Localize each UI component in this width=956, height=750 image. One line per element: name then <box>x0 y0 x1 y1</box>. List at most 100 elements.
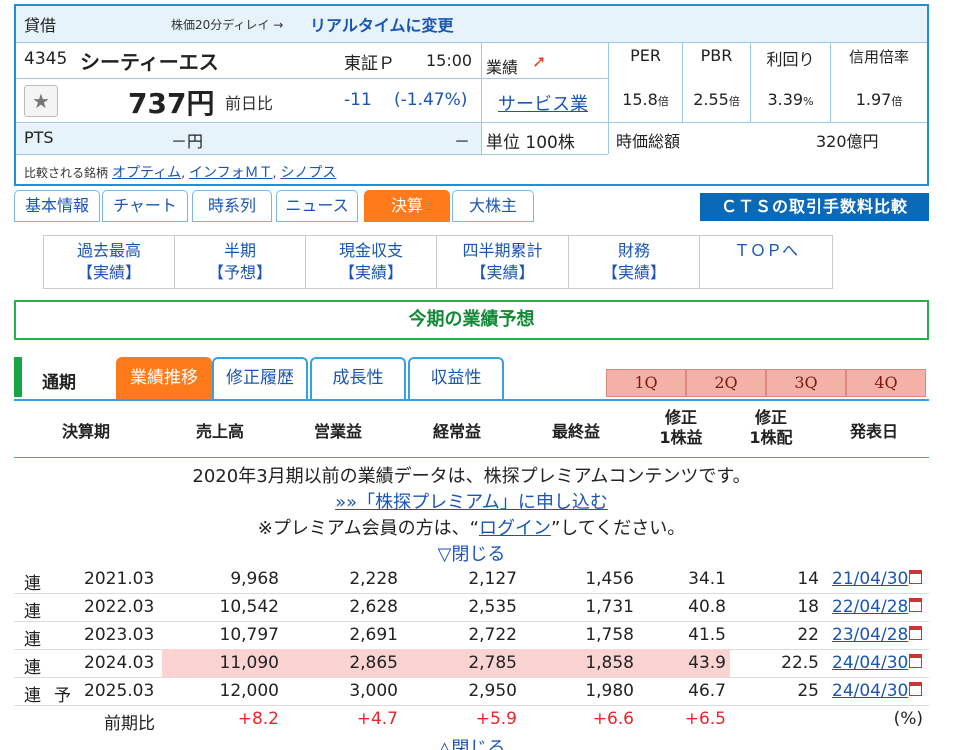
pts-change: － <box>454 132 471 151</box>
quarter-3q-button[interactable]: 3Q <box>766 369 846 397</box>
tab-timeseries[interactable]: 時系列 <box>192 190 272 222</box>
credit-ratio-value: 1.97倍 <box>855 90 903 109</box>
quarter-1q-button[interactable]: 1Q <box>606 369 686 397</box>
compared-stock-link[interactable]: インフォＭＴ <box>189 165 273 181</box>
divider <box>16 154 608 155</box>
pts-label: PTS <box>24 128 54 147</box>
trading-unit: 単位 100株 <box>486 133 575 153</box>
delay-note: 株価20分ディレイ → <box>171 18 284 32</box>
section-marker <box>14 357 22 397</box>
premium-signup-link[interactable]: »»「株探プレミアム」に申し込む <box>335 492 608 513</box>
quote-time: 15:00 <box>426 51 473 70</box>
compared-stocks-label: 比較される銘柄 <box>24 166 109 180</box>
release-date-link[interactable]: 21/04/30 <box>832 569 909 589</box>
subnav-top[interactable]: ＴＯＰへ <box>733 241 798 260</box>
tab-news[interactable]: ニュース <box>276 190 358 222</box>
col-header-net: 最終益 <box>551 422 600 441</box>
market-label: 東証Ｐ <box>344 54 395 74</box>
col-header-dps: 修正 1株配 <box>749 408 793 447</box>
yoy-label: 前期比 <box>104 714 155 734</box>
tab-major-shareholders[interactable]: 大株主 <box>452 190 534 222</box>
quarter-4q-button[interactable]: 4Q <box>846 369 926 397</box>
tab-performance-trend[interactable]: 業績推移 <box>116 357 212 399</box>
divider <box>608 42 609 154</box>
pbr-label: PBR <box>700 46 733 65</box>
col-header-ordinary: 経常益 <box>432 422 481 441</box>
calendar-icon <box>909 598 923 612</box>
realtime-link[interactable]: リアルタイムに変更 <box>310 16 454 35</box>
calendar-icon <box>909 682 923 696</box>
stock-code: 4345 <box>24 49 68 69</box>
gyoseki-label: 業績 <box>486 58 519 77</box>
col-header-eps: 修正 1株益 <box>659 408 703 447</box>
col-header-sales: 売上高 <box>195 422 244 441</box>
cts-fee-comparison-banner[interactable]: ＣＴＳの取引手数料比較 <box>700 193 929 221</box>
credit-ratio-label: 信用倍率 <box>848 48 909 66</box>
table-row-highlighted: 連 2024.03 11,090 2,865 2,785 1,858 43.9 22.… <box>14 649 929 678</box>
pbr-value: 2.55倍 <box>693 90 740 109</box>
company-name: シーティーエス <box>80 50 219 74</box>
sector-link[interactable]: サービス業 <box>498 94 588 115</box>
market-cap-value: 320億円 <box>816 132 879 151</box>
col-header-operating: 営業益 <box>313 422 362 441</box>
table-row: 連 2022.03 10,542 2,628 2,535 1,731 40.8 18 … <box>14 593 929 622</box>
tab-underline <box>14 399 929 401</box>
prev-day-label: 前日比 <box>225 94 274 113</box>
subnav-record-high[interactable]: 過去最高 【実績】 <box>44 236 175 288</box>
login-link[interactable]: ログイン <box>478 518 551 539</box>
favorite-star-icon[interactable]: ★ <box>24 85 58 117</box>
price-change: -11 <box>344 90 372 110</box>
period-label: 通期 <box>42 373 76 393</box>
tab-basic-info[interactable]: 基本情報 <box>14 190 100 222</box>
market-cap-label: 時価総額 <box>616 132 681 151</box>
record-high-highlight <box>162 649 730 677</box>
yield-value: 3.39% <box>767 90 814 109</box>
subnav-quarterly-cumulative[interactable]: 四半期累計 【実績】 <box>437 236 569 288</box>
table-row-forecast: 連予 2025.03 12,000 3,000 2,950 1,980 46.7 25… <box>14 677 929 706</box>
table-row: 連 2021.03 9,968 2,228 2,127 1,456 34.1 14 2… <box>14 565 929 594</box>
release-date-link[interactable]: 23/04/28 <box>832 625 909 645</box>
premium-notice: 2020年3月期以前の業績データは、株探プレミアムコンテンツです。 <box>192 466 751 487</box>
stock-info-box: 貸借 株価20分ディレイ → リアルタイムに変更 4345 シーティーエス 東証… <box>14 4 929 186</box>
divider <box>16 78 608 79</box>
compared-stock-link[interactable]: シノプス <box>280 165 337 181</box>
release-date-cell: 24/04/30 <box>832 681 923 701</box>
col-header-date: 発表日 <box>849 422 898 441</box>
calendar-icon <box>909 654 923 668</box>
compared-stocks: 比較される銘柄 オプティム, インフォＭＴ, シノプス <box>24 165 337 181</box>
close-toggle-top[interactable]: ▽閉じる <box>437 544 506 565</box>
tab-chart[interactable]: チャート <box>102 190 188 222</box>
calendar-icon <box>909 570 923 584</box>
per-label: PER <box>630 46 661 65</box>
col-header-period: 決算期 <box>61 422 110 441</box>
tab-earnings[interactable]: 決算 <box>364 190 450 222</box>
quarter-2q-button[interactable]: 2Q <box>686 369 766 397</box>
divider <box>750 42 751 122</box>
release-date-link[interactable]: 22/04/28 <box>832 597 909 617</box>
release-date-cell: 21/04/30 <box>832 569 923 589</box>
pts-value: －円 <box>171 132 204 151</box>
close-toggle-bottom[interactable]: △閉じる <box>437 738 506 750</box>
pts-row-bg <box>16 124 481 154</box>
tab-growth[interactable]: 成長性 <box>310 357 406 399</box>
subnav-half-year[interactable]: 半期 【予想】 <box>175 236 306 288</box>
divider <box>682 42 683 122</box>
price-change-pct: (-1.47%) <box>394 90 468 110</box>
calendar-icon <box>909 626 923 640</box>
divider <box>16 122 927 123</box>
subnav-financials[interactable]: 財務 【実績】 <box>569 236 700 288</box>
release-date-link[interactable]: 24/04/30 <box>832 653 909 673</box>
divider <box>16 42 927 43</box>
tab-revision-history[interactable]: 修正履歴 <box>212 357 308 399</box>
section-title: 今期の業績予想 <box>14 300 929 340</box>
stock-price: 737円 <box>128 87 215 120</box>
release-date-link[interactable]: 24/04/30 <box>832 681 909 701</box>
compared-stock-link[interactable]: オプティム <box>112 165 182 181</box>
divider <box>481 42 482 154</box>
tab-profitability[interactable]: 収益性 <box>408 357 504 399</box>
subnav-cash-flow[interactable]: 現金収支 【実績】 <box>306 236 437 288</box>
earnings-subnav: 過去最高 【実績】 半期 【予想】 現金収支 【実績】 四半期累計 【実績】 財務 【実績… <box>43 235 833 289</box>
header-underline <box>14 457 929 458</box>
stock-header-bar: 貸借 株価20分ディレイ → リアルタイムに変更 <box>16 6 927 42</box>
release-date-cell: 24/04/30 <box>832 653 923 673</box>
